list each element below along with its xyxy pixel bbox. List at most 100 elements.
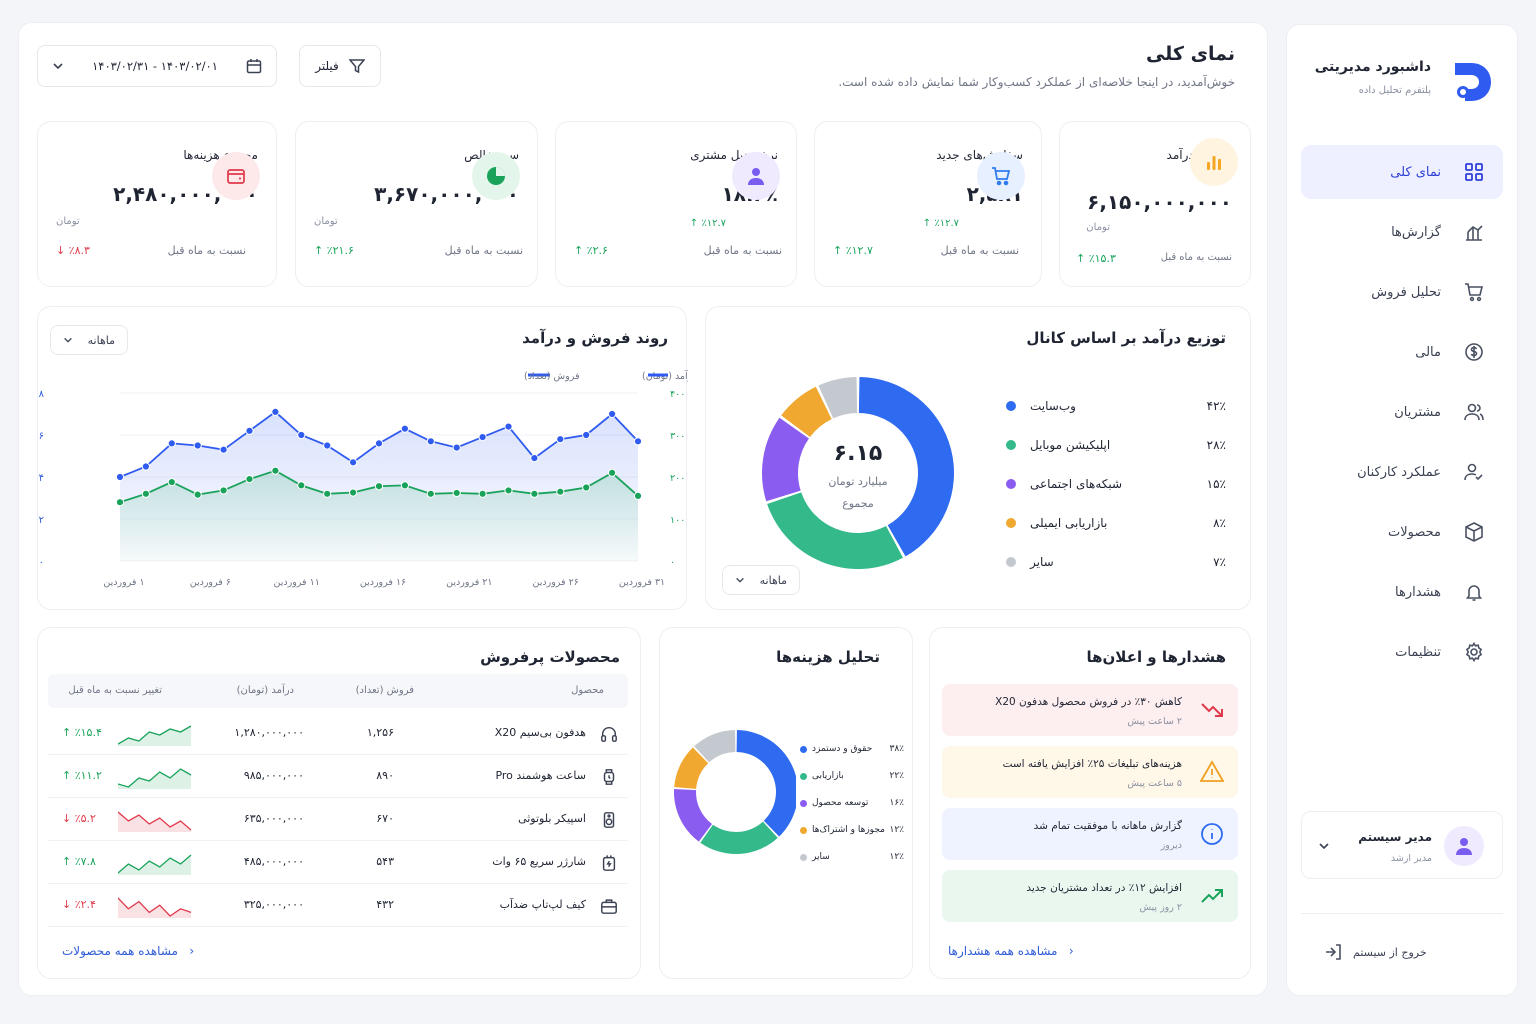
watch-icon [600, 768, 618, 786]
alert-item[interactable]: هزینه‌های تبلیغات ۲۵٪ افزایش یافته است ۵ … [942, 746, 1238, 798]
legend-label: بازاریابی [812, 771, 844, 781]
data-point [504, 486, 513, 495]
sparkline [118, 725, 192, 746]
legend-swatch [1006, 557, 1016, 567]
kpi-unit: تومان [56, 216, 80, 227]
data-point [582, 483, 591, 492]
alert-text: هزینه‌های تبلیغات ۲۵٪ افزایش یافته است [1002, 758, 1182, 770]
view-all-alerts-link[interactable]: ‹ مشاهده همه هشدارها [948, 944, 1074, 958]
data-point [297, 481, 306, 490]
donut-center-unit: میلیارد تومان [828, 475, 888, 488]
speaker-icon [600, 811, 618, 829]
sidebar-item-settings[interactable]: تنظیمات [1301, 625, 1503, 679]
sparkline-area [118, 726, 191, 746]
table-row[interactable]: ساعت هوشمند Pro ۸۹۰ ۹۸۵,۰۰۰,۰۰۰ ٪۱۱.۲ ↑ [48, 755, 628, 798]
y-tick-left: ۸ میلیارد [38, 389, 45, 400]
legend-item: ۳۸٪ حقوق و دستمزد [800, 744, 904, 754]
donut-center-value: ۶.۱۵ [833, 441, 883, 466]
x-tick: ۱ فروردین [103, 577, 144, 588]
chevron-down-icon[interactable] [1318, 840, 1330, 852]
data-point [245, 426, 254, 435]
alerts-card: هشدارها و اعلان‌ها کاهش ۳۰٪ در فروش محصو… [929, 627, 1251, 979]
alert-item[interactable]: افزایش ۱۲٪ در تعداد مشتریان جدید ۲ روز پی… [942, 870, 1238, 922]
sidebar-item-sales[interactable]: تحلیل فروش [1301, 265, 1503, 319]
data-point [452, 443, 461, 452]
data-point [556, 435, 565, 444]
kpi-change: ٪۸.۳ ↓ [56, 244, 90, 257]
kpi-card-conversion: نرخ تبدیل مشتری ۱۸.۶٪ ٪۱۲.۷ ↑ نسبت به ما… [555, 121, 797, 287]
box-icon [1463, 521, 1485, 543]
legend-swatch [800, 826, 807, 834]
pie-slice [674, 747, 709, 789]
legend-item: شبکه‌های اجتماعی ۱۵٪ [1006, 477, 1226, 491]
sparkline-line [118, 768, 192, 788]
user-name: مدیر سیستم [1358, 830, 1432, 844]
user-card[interactable]: مدیر سیستم مدیر ارشد [1301, 811, 1503, 879]
sidebar: داشبورد مدیریتی پلتفرم تحلیل داده نمای ک… [1286, 24, 1518, 996]
legend-swatch [800, 745, 807, 753]
product-revenue: ۹۸۵,۰۰۰,۰۰۰ [243, 769, 304, 782]
sales-line-chart: ۸ میلیارد ۶ میلیارد ۴ میلیارد ۲ میلیارد ۰ ۴۰۰… [38, 369, 688, 588]
data-point [556, 487, 565, 496]
table-row[interactable]: اسپیکر بلوتوثی ۶۷۰ ۶۳۵,۰۰۰,۰۰۰ ٪۵.۲ ↓ [48, 798, 628, 841]
cost-donut-chart [674, 730, 796, 854]
filter-label: فیلتر [315, 59, 339, 73]
data-point [608, 468, 617, 477]
legend-label: سایر [812, 852, 830, 862]
alert-item[interactable]: کاهش ۳۰٪ در فروش محصول هدفون X20 ۲ ساعت پ… [942, 684, 1238, 736]
sidebar-item-overview[interactable]: نمای کلی [1301, 145, 1503, 199]
bag-icon [600, 897, 618, 915]
filter-icon [348, 58, 365, 74]
view-all-products-link[interactable]: ‹ مشاهده همه محصولات [62, 944, 195, 958]
legend-label: شبکه‌های اجتماعی [1030, 477, 1123, 491]
legend-swatch [800, 772, 807, 780]
sidebar-item-reports[interactable]: گزارش‌ها [1301, 205, 1503, 259]
page-title: نمای کلی [1145, 43, 1235, 65]
filter-button[interactable]: فیلتر [299, 45, 381, 87]
data-point [633, 437, 643, 446]
brand-title: داشبورد مدیریتی [1314, 59, 1431, 75]
date-range-picker[interactable]: ۱۴۰۳/۰۲/۰۱ - ۱۴۰۳/۰۲/۳۱ [37, 45, 277, 87]
data-point [530, 454, 539, 463]
users-icon [1463, 401, 1485, 423]
pie-slice [694, 730, 736, 763]
period-select[interactable]: ماهانه [50, 325, 128, 355]
table-row[interactable]: شارژر سریع ۶۵ وات ۵۴۳ ۴۸۵,۰۰۰,۰۰۰ ٪۷.۸ ↑ [48, 841, 628, 884]
data-point [633, 491, 643, 500]
sidebar-item-staff[interactable]: عملکرد کارکنان [1301, 445, 1503, 499]
period-select[interactable]: ماهانه [722, 565, 800, 595]
alert-text: گزارش ماهانه با موفقیت تمام شد [1033, 820, 1182, 832]
data-point [349, 458, 358, 467]
kpi-change: ٪۲۱.۶ ↑ [314, 244, 354, 257]
product-qty: ۸۹۰ [376, 769, 394, 782]
legend-label: اپلیکیشن موبایل [1030, 438, 1111, 452]
data-point [504, 422, 513, 431]
legend-value: ۲۲٪ [889, 771, 904, 781]
data-point [608, 409, 617, 419]
channel-chart-card: توزیع درآمد بر اساس کانال ۶.۱۵ میلیارد ت… [705, 306, 1251, 610]
legend-item: ۱۲٪ مجوزها و اشتراک‌ها [800, 825, 904, 835]
legend-swatch [1006, 440, 1016, 450]
alert-item[interactable]: گزارش ماهانه با موفقیت تمام شد دیروز [942, 808, 1238, 860]
logout-button[interactable]: خروج از سیستم [1325, 943, 1427, 961]
sidebar-item-alerts[interactable]: هشدارها [1301, 565, 1503, 619]
y-tick-left: ۶ میلیارد [38, 431, 44, 442]
data-point [323, 441, 332, 450]
y-tick-right: ۰ [670, 557, 675, 568]
dollar-icon [1463, 341, 1485, 363]
y-tick-right: ۲۰۰ [670, 473, 685, 484]
y-tick-left: ۰ [39, 557, 44, 568]
table-row[interactable]: کیف لپ‌تاپ ضدآب ۴۳۲ ۳۲۵,۰۰۰,۰۰۰ ٪۲.۴ ↓ [48, 884, 628, 927]
table-row[interactable]: هدفون بی‌سیم X20 ۱,۲۵۶ ۱,۲۸۰,۰۰۰,۰۰۰ ٪۱۵.۴ … [48, 712, 628, 755]
y-tick-right: ۱۰۰ [670, 515, 685, 526]
sidebar-item-products[interactable]: محصولات [1301, 505, 1503, 559]
gear-icon [1463, 641, 1485, 663]
product-revenue: ۳۲۵,۰۰۰,۰۰۰ [243, 898, 304, 911]
legend-item: سایر ۷٪ [1006, 555, 1226, 569]
y-tick-right: ۳۰۰ [670, 431, 685, 442]
sidebar-item-finance[interactable]: مالی [1301, 325, 1503, 379]
calendar-icon [246, 58, 262, 74]
product-name: هدفون بی‌سیم X20 [494, 726, 586, 739]
sidebar-item-customers[interactable]: مشتریان [1301, 385, 1503, 439]
data-point [271, 466, 280, 475]
